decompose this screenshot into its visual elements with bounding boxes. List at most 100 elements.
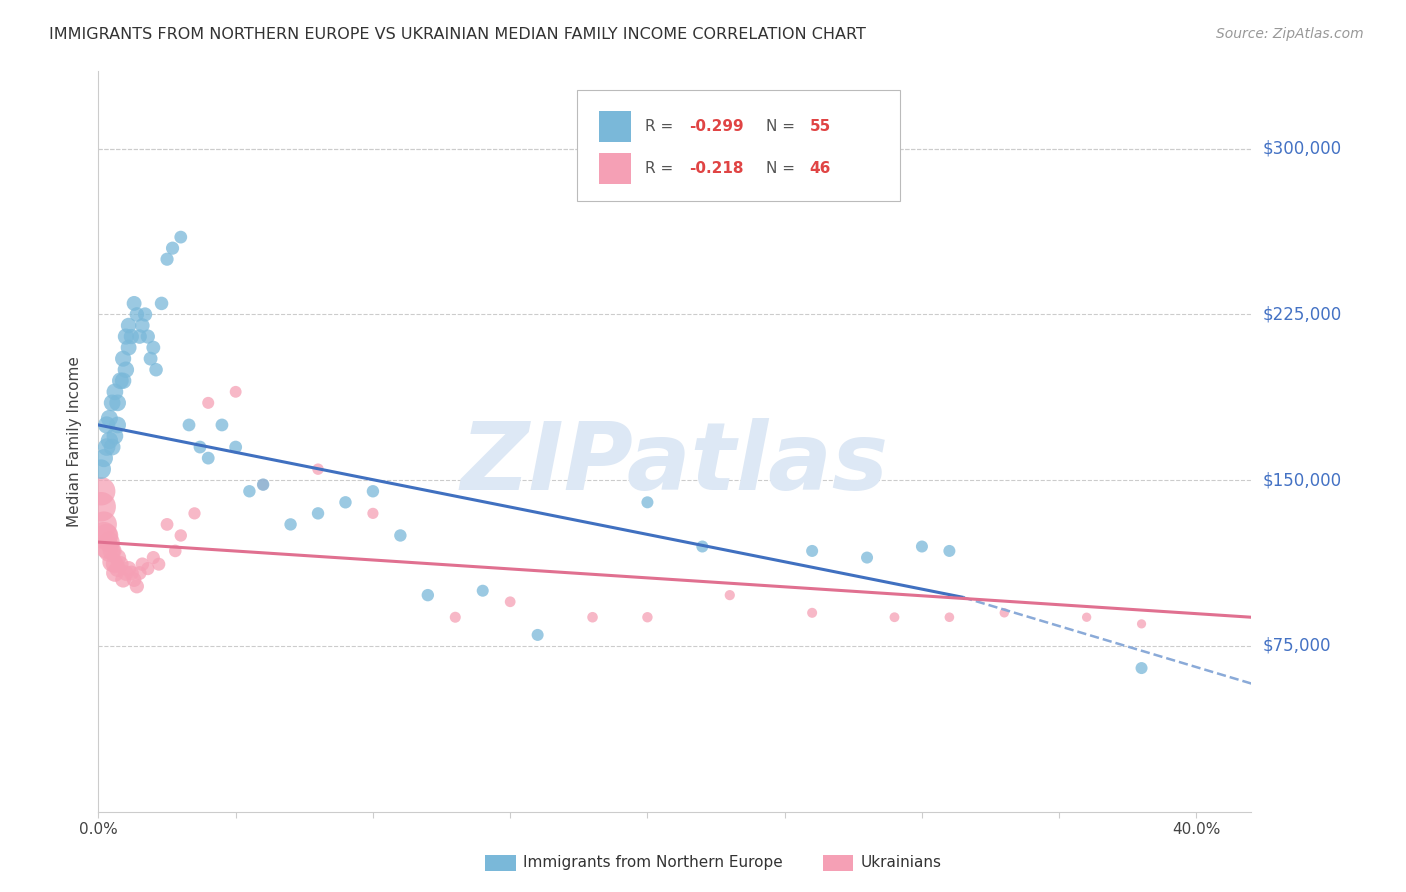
FancyBboxPatch shape	[576, 90, 900, 201]
Point	[170, 528, 193, 542]
Point	[197, 396, 219, 410]
Point	[238, 484, 260, 499]
Point	[136, 329, 159, 343]
Text: R =: R =	[645, 161, 678, 176]
Point	[93, 528, 115, 542]
Text: $300,000: $300,000	[1263, 140, 1341, 158]
Point	[499, 595, 522, 609]
Point	[115, 362, 138, 376]
Text: 55: 55	[810, 120, 831, 134]
Point	[107, 417, 129, 432]
Point	[801, 544, 824, 558]
Point	[1076, 610, 1098, 624]
Point	[110, 374, 132, 388]
Point	[96, 417, 118, 432]
Text: 46: 46	[810, 161, 831, 176]
Point	[115, 566, 138, 580]
Point	[280, 517, 302, 532]
Point	[150, 296, 173, 310]
Point	[139, 351, 162, 366]
Point	[718, 588, 741, 602]
Point	[471, 583, 494, 598]
Point	[801, 606, 824, 620]
Point	[98, 535, 121, 549]
Point	[112, 573, 135, 587]
Point	[416, 588, 439, 602]
Point	[90, 484, 112, 499]
Text: $225,000: $225,000	[1263, 305, 1343, 324]
Point	[361, 507, 384, 521]
Point	[1130, 616, 1153, 631]
Point	[110, 558, 132, 572]
Point	[142, 341, 165, 355]
Point	[938, 610, 960, 624]
Point	[131, 558, 153, 572]
Point	[90, 462, 112, 476]
Point	[125, 579, 148, 593]
Y-axis label: Median Family Income: Median Family Income	[67, 356, 83, 527]
Point	[361, 484, 384, 499]
Point	[104, 384, 127, 399]
Point	[104, 566, 127, 580]
Text: -0.218: -0.218	[689, 161, 744, 176]
Point	[120, 329, 142, 343]
Point	[115, 329, 138, 343]
Point	[107, 550, 129, 565]
Point	[107, 396, 129, 410]
Point	[101, 440, 124, 454]
Point	[307, 462, 329, 476]
Point	[225, 440, 247, 454]
Point	[101, 544, 124, 558]
Point	[142, 550, 165, 565]
Point	[128, 566, 150, 580]
Point	[96, 540, 118, 554]
Point	[911, 540, 934, 554]
Point	[117, 318, 139, 333]
Point	[101, 396, 124, 410]
Point	[145, 362, 167, 376]
Point	[197, 451, 219, 466]
Point	[117, 341, 139, 355]
Text: IMMIGRANTS FROM NORTHERN EUROPE VS UKRAINIAN MEDIAN FAMILY INCOME CORRELATION CH: IMMIGRANTS FROM NORTHERN EUROPE VS UKRAI…	[49, 27, 866, 42]
Point	[122, 573, 145, 587]
Point	[90, 500, 112, 514]
Point	[131, 318, 153, 333]
Text: Source: ZipAtlas.com: Source: ZipAtlas.com	[1216, 27, 1364, 41]
Point	[165, 544, 187, 558]
Text: N =: N =	[766, 161, 800, 176]
Point	[122, 296, 145, 310]
Point	[98, 411, 121, 425]
Point	[444, 610, 467, 624]
Point	[128, 329, 150, 343]
Point	[112, 374, 135, 388]
Point	[96, 528, 118, 542]
Text: $150,000: $150,000	[1263, 471, 1341, 489]
Point	[1130, 661, 1153, 675]
Point	[156, 517, 179, 532]
Point	[93, 451, 115, 466]
Point	[225, 384, 247, 399]
Text: Ukrainians: Ukrainians	[860, 855, 942, 870]
Point	[107, 561, 129, 575]
Point	[148, 558, 170, 572]
FancyBboxPatch shape	[599, 112, 631, 143]
Point	[120, 566, 142, 580]
Point	[177, 417, 200, 432]
Point	[104, 558, 127, 572]
Point	[183, 507, 205, 521]
Point	[389, 528, 412, 542]
Point	[636, 610, 658, 624]
Point	[162, 241, 184, 255]
Point	[883, 610, 905, 624]
FancyBboxPatch shape	[599, 153, 631, 184]
Point	[93, 517, 115, 532]
Point	[636, 495, 658, 509]
Point	[993, 606, 1015, 620]
Point	[170, 230, 193, 244]
Point	[526, 628, 548, 642]
Point	[98, 434, 121, 448]
Point	[307, 507, 329, 521]
Point	[692, 540, 714, 554]
Point	[581, 610, 603, 624]
Point	[211, 417, 233, 432]
